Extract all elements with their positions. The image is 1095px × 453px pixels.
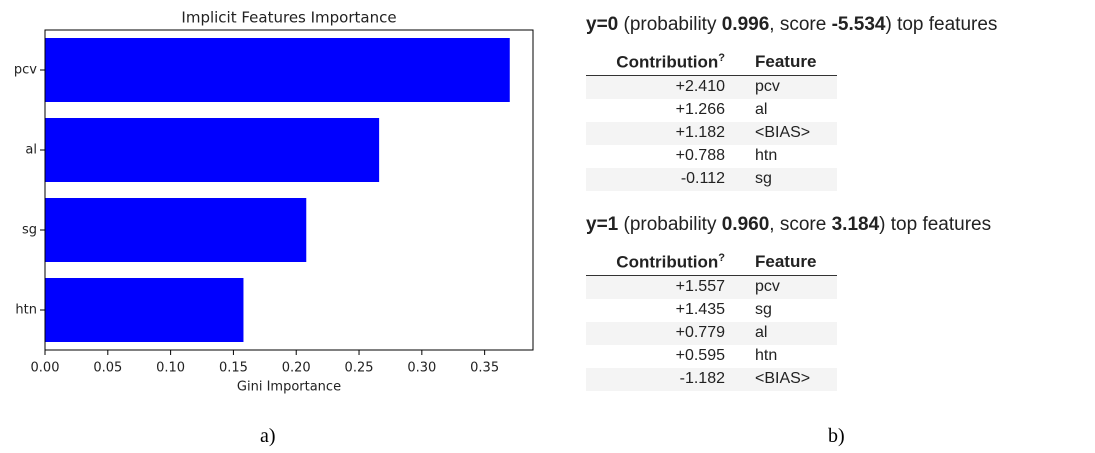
y-tick-label: al [25, 143, 37, 158]
x-tick-label: 0.30 [407, 361, 436, 376]
note-mark: ? [718, 252, 725, 264]
note-mark: ? [718, 52, 725, 64]
heading-part: y=0 [586, 14, 619, 35]
heading-part: (probability [618, 214, 722, 235]
x-tick-label: 0.35 [470, 361, 499, 376]
bar [45, 198, 307, 262]
contribution: +1.182 [675, 124, 725, 141]
table-row: +2.410 pcv [586, 76, 837, 99]
table-row: +0.779 al [586, 322, 837, 345]
bar [45, 38, 510, 102]
table-heading: y=1 (probability 0.960, score 3.184) top… [586, 214, 991, 244]
caption: a) [260, 425, 276, 447]
y-tick-label: sg [22, 223, 37, 238]
y-tick-label: pcv [14, 63, 37, 78]
heading-part: ) top features [885, 14, 998, 35]
axes-frame [44, 29, 534, 351]
table-row: -1.182 <BIAS> [586, 368, 837, 391]
table-heading: y=0 (probability 0.996, score -5.534) to… [586, 14, 997, 44]
x-tick-label: 0.25 [345, 361, 374, 376]
feature: al [755, 324, 768, 341]
contribution: -0.112 [680, 170, 725, 187]
feature: pcv [755, 78, 780, 95]
bar [45, 118, 380, 182]
heading-part: y=1 [586, 214, 619, 235]
x-tick-label: 0.10 [156, 361, 185, 376]
bar [45, 278, 244, 342]
contribution: +1.435 [675, 301, 725, 318]
heading-part: (probability [618, 14, 722, 35]
contribution: +2.410 [675, 78, 725, 95]
table-row: -0.112 sg [586, 168, 837, 191]
table-row: +1.557 pcv [586, 276, 837, 299]
feature: al [755, 101, 768, 118]
column-header: Feature [755, 52, 817, 71]
feature: pcv [755, 278, 780, 295]
table-row: +1.182 <BIAS> [586, 122, 837, 145]
contribution: +0.595 [675, 347, 725, 364]
explanation-table: y=0 (probability 0.996, score -5.534) to… [586, 14, 997, 191]
table-row: +0.595 htn [586, 345, 837, 368]
y-tick-label: htn [15, 303, 37, 318]
explanation-table: y=1 (probability 0.960, score 3.184) top… [586, 214, 991, 391]
heading-part: ) top features [879, 214, 992, 235]
feature: htn [755, 347, 778, 364]
x-tick-label: 0.05 [93, 361, 122, 376]
table-row: +1.266 al [586, 99, 837, 122]
feature: sg [755, 170, 772, 187]
feature: htn [755, 147, 778, 164]
x-tick-label: 0.15 [219, 361, 248, 376]
contribution: +1.557 [675, 278, 725, 295]
feature: <BIAS> [755, 124, 811, 141]
heading-part: , score [769, 14, 832, 35]
heading-part: 0.996 [721, 14, 770, 35]
column-header: Contribution? [616, 252, 725, 273]
table-row: +0.788 htn [586, 145, 837, 168]
column-header-text: Contribution [616, 252, 719, 272]
x-axis-label: Gini Importance [237, 380, 341, 395]
table-header: Contribution? Feature [586, 250, 837, 276]
table-row: +1.435 sg [586, 299, 837, 322]
caption: b) [828, 425, 845, 447]
column-header-text: Contribution [616, 52, 719, 72]
contribution: +1.266 [675, 101, 725, 118]
heading-part: 3.184 [831, 214, 880, 235]
column-header: Feature [755, 252, 817, 271]
chart-title: Implicit Features Importance [181, 9, 396, 27]
x-tick-label: 0.20 [282, 361, 311, 376]
x-tick-label: 0.00 [31, 361, 60, 376]
contribution: +0.788 [675, 147, 725, 164]
feature: <BIAS> [755, 370, 811, 387]
feature: sg [755, 301, 772, 318]
heading-part: 0.960 [721, 214, 770, 235]
heading-part: , score [769, 214, 832, 235]
heading-part: -5.534 [831, 14, 886, 35]
table-header: Contribution? Feature [586, 50, 837, 76]
contribution: +0.779 [675, 324, 725, 341]
column-header: Contribution? [616, 52, 725, 73]
chart: Implicit Features Importance Gini Import… [14, 9, 534, 395]
contribution: -1.182 [679, 370, 725, 387]
